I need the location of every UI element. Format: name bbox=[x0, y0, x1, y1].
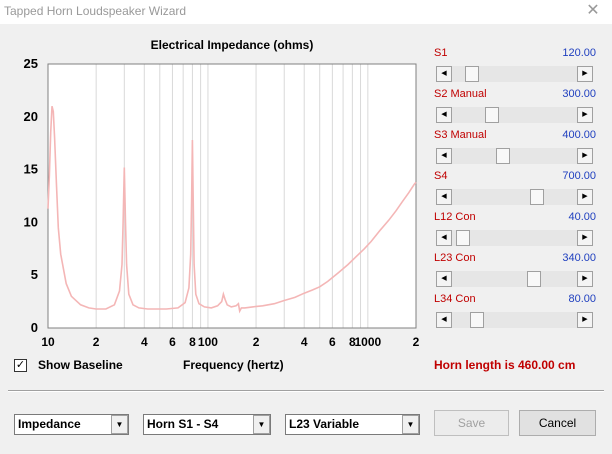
horn-length-text: Horn length is 460.00 cm bbox=[434, 358, 576, 372]
save-button[interactable]: Save bbox=[434, 410, 509, 436]
y-tick-label: 20 bbox=[24, 109, 38, 124]
y-tick-label: 15 bbox=[24, 162, 38, 177]
close-icon[interactable]: ✕ bbox=[586, 2, 600, 19]
x-tick-label: 6 bbox=[329, 335, 336, 349]
scroll-right-icon[interactable]: ▶ bbox=[577, 189, 593, 205]
slider-label: L34 Con bbox=[434, 293, 476, 305]
plot-type-value: Impedance bbox=[18, 417, 81, 431]
scroll-left-icon[interactable]: ◀ bbox=[436, 148, 452, 164]
slider-track[interactable] bbox=[452, 271, 577, 287]
trackbar[interactable]: ◀ ▶ bbox=[436, 66, 593, 82]
chevron-down-icon[interactable]: ▼ bbox=[402, 415, 419, 434]
slider-track[interactable] bbox=[452, 148, 577, 164]
scroll-left-icon[interactable]: ◀ bbox=[436, 189, 452, 205]
slider-label: S4 bbox=[434, 170, 448, 182]
slider-label: S2 Manual bbox=[434, 88, 487, 100]
scroll-right-icon[interactable]: ▶ bbox=[577, 148, 593, 164]
scroll-right-icon[interactable]: ▶ bbox=[577, 312, 593, 328]
x-tick-label: 2 bbox=[93, 335, 100, 349]
slider-track[interactable] bbox=[452, 107, 577, 123]
variable-select[interactable]: L23 Variable ▼ bbox=[285, 414, 420, 435]
window-title: Tapped Horn Loudspeaker Wizard bbox=[4, 4, 187, 18]
y-tick-label: 0 bbox=[31, 320, 38, 335]
slider-track[interactable] bbox=[452, 312, 577, 328]
x-tick-label: 8 bbox=[349, 335, 356, 349]
y-tick-label: 10 bbox=[24, 214, 38, 229]
x-tick-label: 2 bbox=[253, 335, 260, 349]
slider-thumb[interactable] bbox=[529, 189, 544, 205]
scroll-left-icon[interactable]: ◀ bbox=[436, 66, 452, 82]
x-tick-label: 4 bbox=[141, 335, 148, 349]
slider-thumb[interactable] bbox=[469, 312, 484, 328]
scroll-left-icon[interactable]: ◀ bbox=[436, 107, 452, 123]
slider-track[interactable] bbox=[452, 66, 577, 82]
scroll-left-icon[interactable]: ◀ bbox=[436, 271, 452, 287]
scroll-left-icon[interactable]: ◀ bbox=[436, 230, 452, 246]
trackbar[interactable]: ◀ ▶ bbox=[436, 107, 593, 123]
slider-thumb[interactable] bbox=[527, 271, 542, 287]
slider-value: 120.00 bbox=[562, 47, 596, 59]
x-tick-label: 10 bbox=[41, 335, 55, 349]
slider-label: S1 bbox=[434, 47, 448, 59]
scroll-left-icon[interactable]: ◀ bbox=[436, 312, 452, 328]
slider-value: 300.00 bbox=[562, 88, 596, 100]
horn-section-value: Horn S1 - S4 bbox=[147, 417, 219, 431]
chevron-down-icon[interactable]: ▼ bbox=[253, 415, 270, 434]
variable-value: L23 Variable bbox=[289, 417, 360, 431]
show-baseline-checkbox[interactable]: ✓ bbox=[14, 359, 27, 372]
slider-value: 340.00 bbox=[562, 252, 596, 264]
chart-title: Electrical Impedance (ohms) bbox=[150, 38, 314, 52]
slider-thumb[interactable] bbox=[465, 66, 480, 82]
slider-thumb[interactable] bbox=[456, 230, 471, 246]
trackbar[interactable]: ◀ ▶ bbox=[436, 271, 593, 287]
scroll-right-icon[interactable]: ▶ bbox=[577, 271, 593, 287]
slider-value: 80.00 bbox=[568, 293, 596, 305]
trackbar[interactable]: ◀ ▶ bbox=[436, 148, 593, 164]
show-baseline-label[interactable]: Show Baseline bbox=[38, 358, 123, 372]
trackbar[interactable]: ◀ ▶ bbox=[436, 189, 593, 205]
x-tick-label: 1000 bbox=[355, 335, 382, 349]
slider-label: L23 Con bbox=[434, 252, 476, 264]
x-tick-label: 4 bbox=[301, 335, 308, 349]
trackbar[interactable]: ◀ ▶ bbox=[436, 230, 593, 246]
x-axis-label: Frequency (hertz) bbox=[183, 358, 284, 372]
chevron-down-icon[interactable]: ▼ bbox=[111, 415, 128, 434]
x-tick-label: 6 bbox=[169, 335, 176, 349]
x-tick-label: 2 bbox=[413, 335, 420, 349]
slider-thumb[interactable] bbox=[496, 148, 511, 164]
y-tick-label: 25 bbox=[24, 56, 38, 71]
divider bbox=[8, 390, 604, 392]
slider-thumb[interactable] bbox=[485, 107, 500, 123]
impedance-line bbox=[47, 106, 417, 314]
slider-label: L12 Con bbox=[434, 211, 476, 223]
scroll-right-icon[interactable]: ▶ bbox=[577, 107, 593, 123]
slider-value: 40.00 bbox=[568, 211, 596, 223]
cancel-button[interactable]: Cancel bbox=[519, 410, 596, 436]
slider-track[interactable] bbox=[452, 230, 577, 246]
x-tick-label: 100 bbox=[198, 335, 218, 349]
slider-label: S3 Manual bbox=[434, 129, 487, 141]
plot-type-select[interactable]: Impedance ▼ bbox=[14, 414, 129, 435]
plot-area bbox=[48, 64, 416, 328]
slider-value: 700.00 bbox=[562, 170, 596, 182]
scroll-right-icon[interactable]: ▶ bbox=[577, 230, 593, 246]
slider-value: 400.00 bbox=[562, 129, 596, 141]
scroll-right-icon[interactable]: ▶ bbox=[577, 66, 593, 82]
x-tick-label: 8 bbox=[189, 335, 196, 349]
trackbar[interactable]: ◀ ▶ bbox=[436, 312, 593, 328]
slider-track[interactable] bbox=[452, 189, 577, 205]
title-bar: Tapped Horn Loudspeaker Wizard ✕ bbox=[0, 0, 612, 24]
horn-section-select[interactable]: Horn S1 - S4 ▼ bbox=[143, 414, 271, 435]
y-tick-label: 5 bbox=[31, 267, 38, 282]
